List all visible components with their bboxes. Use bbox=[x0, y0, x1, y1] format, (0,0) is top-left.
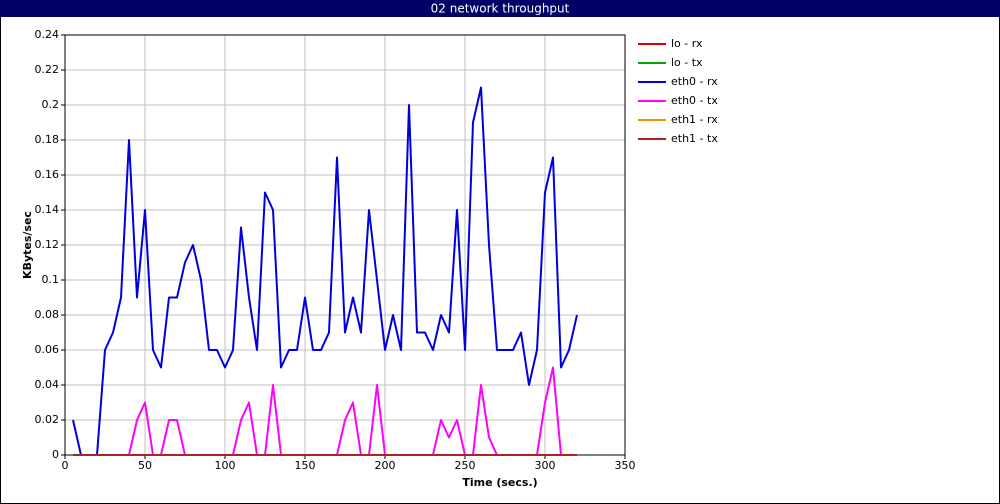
y-tick-label: 0.02 bbox=[35, 413, 60, 426]
x-tick-label: 50 bbox=[138, 459, 152, 472]
x-tick-label: 300 bbox=[535, 459, 556, 472]
y-tick-label: 0.24 bbox=[35, 28, 60, 41]
legend-label: lo - tx bbox=[671, 56, 703, 69]
title-bar bbox=[0, 0, 1000, 17]
y-tick-label: 0.04 bbox=[35, 378, 60, 391]
y-tick-label: 0.2 bbox=[42, 98, 60, 111]
y-tick-label: 0.08 bbox=[35, 308, 60, 321]
series-line bbox=[72, 86, 578, 456]
legend-label: lo - rx bbox=[671, 37, 703, 50]
legend-label: eth1 - tx bbox=[671, 132, 718, 145]
y-tick-label: 0.16 bbox=[35, 168, 60, 181]
y-tick-label: 0.12 bbox=[35, 238, 60, 251]
x-tick-label: 0 bbox=[62, 459, 69, 472]
y-tick-label: 0.14 bbox=[35, 203, 60, 216]
legend-label: eth1 - rx bbox=[671, 113, 718, 126]
x-tick-label: 200 bbox=[375, 459, 396, 472]
y-tick-label: 0.06 bbox=[35, 343, 60, 356]
x-tick-label: 150 bbox=[295, 459, 316, 472]
x-tick-label: 250 bbox=[455, 459, 476, 472]
legend-label: eth0 - rx bbox=[671, 75, 718, 88]
chart-title: 02 network throughput bbox=[431, 2, 570, 16]
legend-label: eth0 - tx bbox=[671, 94, 718, 107]
x-tick-label: 100 bbox=[215, 459, 236, 472]
y-tick-label: 0.22 bbox=[35, 63, 60, 76]
x-axis-label: Time (secs.) bbox=[462, 476, 537, 489]
y-tick-label: 0.1 bbox=[42, 273, 60, 286]
y-axis-label: KBytes/sec bbox=[21, 211, 34, 279]
y-tick-label: 0.18 bbox=[35, 133, 60, 146]
x-tick-label: 350 bbox=[615, 459, 636, 472]
y-tick-label: 0 bbox=[52, 448, 59, 461]
